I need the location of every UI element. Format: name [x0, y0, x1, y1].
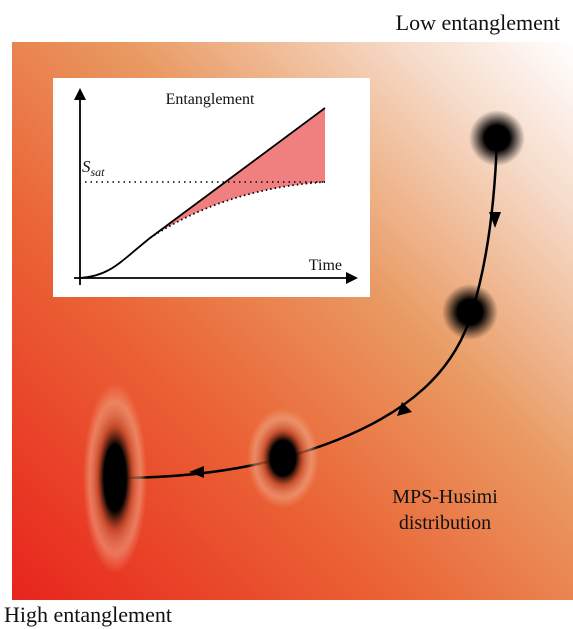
entanglement-curve [79, 107, 326, 279]
bottom-label: High entanglement [4, 602, 172, 627]
distribution-blob [83, 383, 147, 573]
arrowhead [489, 212, 501, 228]
arrowhead [189, 466, 204, 478]
symbol: S [82, 157, 91, 176]
distribution-label: distribution [399, 512, 491, 534]
arrowhead [397, 402, 412, 416]
axis-arrow [74, 88, 86, 100]
x-axis-label: Time [309, 257, 342, 274]
distribution-label: MPS-Husimi [392, 486, 498, 508]
inset: Entanglement Ssat Time [53, 78, 370, 297]
distribution-blob [442, 284, 498, 340]
subscript: sat [91, 165, 106, 179]
inset-title: Entanglement [166, 91, 255, 108]
saturation-label: Ssat [82, 157, 105, 179]
distribution-blob [247, 408, 319, 508]
axis-arrow [346, 272, 358, 284]
top-label: Low entanglement [396, 10, 560, 35]
bound-curve [149, 181, 326, 239]
distribution-blob [469, 110, 525, 166]
